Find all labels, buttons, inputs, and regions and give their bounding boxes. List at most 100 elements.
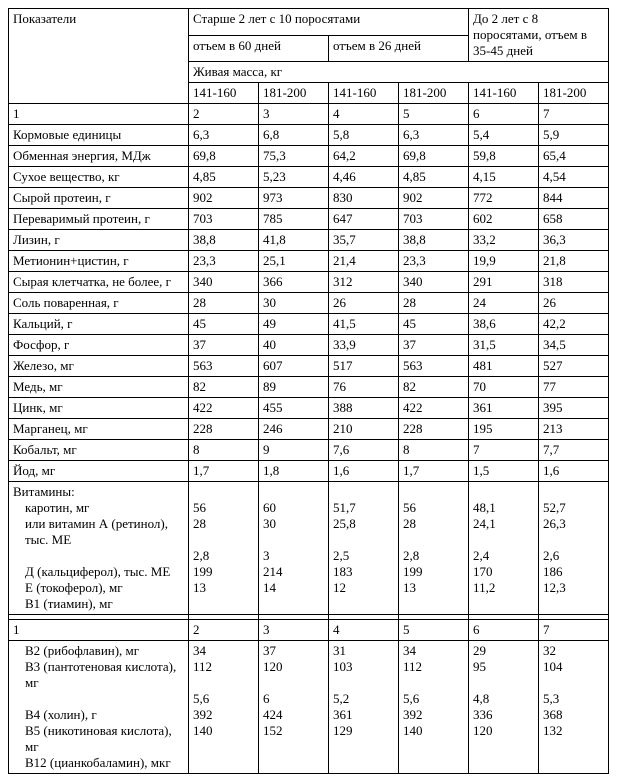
table-row: Сухое вещество, кг4,855,234,464,854,154,… [9, 167, 609, 188]
row-value: 340 [189, 272, 259, 293]
table-row: Соль поваренная, г283026282426 [9, 293, 609, 314]
header-w3: 141-160 [329, 83, 399, 104]
header-w1: 141-160 [189, 83, 259, 104]
row-value: 4,54 [539, 167, 609, 188]
row-value: 1,7 [189, 461, 259, 482]
row-value: 23,3 [189, 251, 259, 272]
nutrition-table: Показатели Старше 2 лет с 10 поросятами … [8, 8, 609, 774]
table-row: Сырой протеин, г902973830902772844 [9, 188, 609, 209]
row-value: 4,15 [469, 167, 539, 188]
row-value: 8 [189, 440, 259, 461]
row-value: 1,6 [539, 461, 609, 482]
row-value: 973 [259, 188, 329, 209]
row-value: 40 [259, 335, 329, 356]
row-value: 77 [539, 377, 609, 398]
row-value: 703 [189, 209, 259, 230]
row-label: Сырой протеин, г [9, 188, 189, 209]
row-value: 6,3 [189, 125, 259, 146]
header-w2: 181-200 [259, 83, 329, 104]
row-value: 41,5 [329, 314, 399, 335]
row-value: 563 [189, 356, 259, 377]
row-value: 7,7 [539, 440, 609, 461]
table-row: Йод, мг1,71,81,61,71,51,6 [9, 461, 609, 482]
row-value: 647 [329, 209, 399, 230]
row-value: 902 [189, 188, 259, 209]
row-value: 37 [189, 335, 259, 356]
row-value: 844 [539, 188, 609, 209]
table-row: Фосфор, г374033,93731,534,5 [9, 335, 609, 356]
row-value: 64,2 [329, 146, 399, 167]
row-value: 6,8 [259, 125, 329, 146]
table-row: Метионин+цистин, г23,325,121,423,319,921… [9, 251, 609, 272]
row-value: 35,7 [329, 230, 399, 251]
row-label: Сырая клетчатка, не более, г [9, 272, 189, 293]
header-w6: 181-200 [539, 83, 609, 104]
row-value: 8 [399, 440, 469, 461]
row-label: Йод, мг [9, 461, 189, 482]
row-value: 607 [259, 356, 329, 377]
row-value: 28 [189, 293, 259, 314]
table-row: Марганец, мг228246210228195213 [9, 419, 609, 440]
row-value: 5,8 [329, 125, 399, 146]
row-label: Кобальт, мг [9, 440, 189, 461]
table-row: Обменная энергия, МДж69,875,364,269,859,… [9, 146, 609, 167]
row-label: Обменная энергия, МДж [9, 146, 189, 167]
row-value: 6,3 [399, 125, 469, 146]
vitamins-block-1: Витамины: каротин, мг или витамин А (рет… [9, 482, 609, 615]
row-label: Метионин+цистин, г [9, 251, 189, 272]
row-value: 210 [329, 419, 399, 440]
row-value: 5,4 [469, 125, 539, 146]
table-row: Цинк, мг422455388422361395 [9, 398, 609, 419]
row-value: 76 [329, 377, 399, 398]
table-row: Лизин, г38,841,835,738,833,236,3 [9, 230, 609, 251]
column-number-row-2: 1 2 3 4 5 6 7 [9, 620, 609, 641]
column-number-row: 1 2 3 4 5 6 7 [9, 104, 609, 125]
header-indicators: Показатели [9, 9, 189, 104]
row-value: 37 [399, 335, 469, 356]
row-value: 36,3 [539, 230, 609, 251]
row-value: 25,1 [259, 251, 329, 272]
row-label: Цинк, мг [9, 398, 189, 419]
row-value: 28 [399, 293, 469, 314]
row-value: 21,4 [329, 251, 399, 272]
row-value: 602 [469, 209, 539, 230]
row-value: 703 [399, 209, 469, 230]
row-value: 69,8 [189, 146, 259, 167]
row-value: 26 [329, 293, 399, 314]
row-value: 45 [189, 314, 259, 335]
row-label: Фосфор, г [9, 335, 189, 356]
row-value: 772 [469, 188, 539, 209]
row-value: 33,2 [469, 230, 539, 251]
row-value: 563 [399, 356, 469, 377]
header-w4: 181-200 [399, 83, 469, 104]
row-value: 24 [469, 293, 539, 314]
row-label: Марганец, мг [9, 419, 189, 440]
row-label: Переваримый протеин, г [9, 209, 189, 230]
row-value: 7,6 [329, 440, 399, 461]
row-value: 38,6 [469, 314, 539, 335]
row-value: 82 [189, 377, 259, 398]
row-value: 31,5 [469, 335, 539, 356]
row-value: 195 [469, 419, 539, 440]
row-value: 1,5 [469, 461, 539, 482]
row-value: 9 [259, 440, 329, 461]
table-row: Кальций, г454941,54538,642,2 [9, 314, 609, 335]
table-row: Сырая клетчатка, не более, г340366312340… [9, 272, 609, 293]
row-label: Кормовые единицы [9, 125, 189, 146]
row-value: 785 [259, 209, 329, 230]
row-value: 228 [189, 419, 259, 440]
row-value: 366 [259, 272, 329, 293]
row-value: 38,8 [189, 230, 259, 251]
row-value: 246 [259, 419, 329, 440]
table-row: Железо, мг563607517563481527 [9, 356, 609, 377]
row-value: 1,8 [259, 461, 329, 482]
row-value: 318 [539, 272, 609, 293]
row-value: 26 [539, 293, 609, 314]
row-label: Кальций, г [9, 314, 189, 335]
row-value: 19,9 [469, 251, 539, 272]
header-group1: Старше 2 лет с 10 поросятами [189, 9, 469, 36]
row-value: 455 [259, 398, 329, 419]
row-label: Лизин, г [9, 230, 189, 251]
row-label: Медь, мг [9, 377, 189, 398]
row-value: 7 [469, 440, 539, 461]
